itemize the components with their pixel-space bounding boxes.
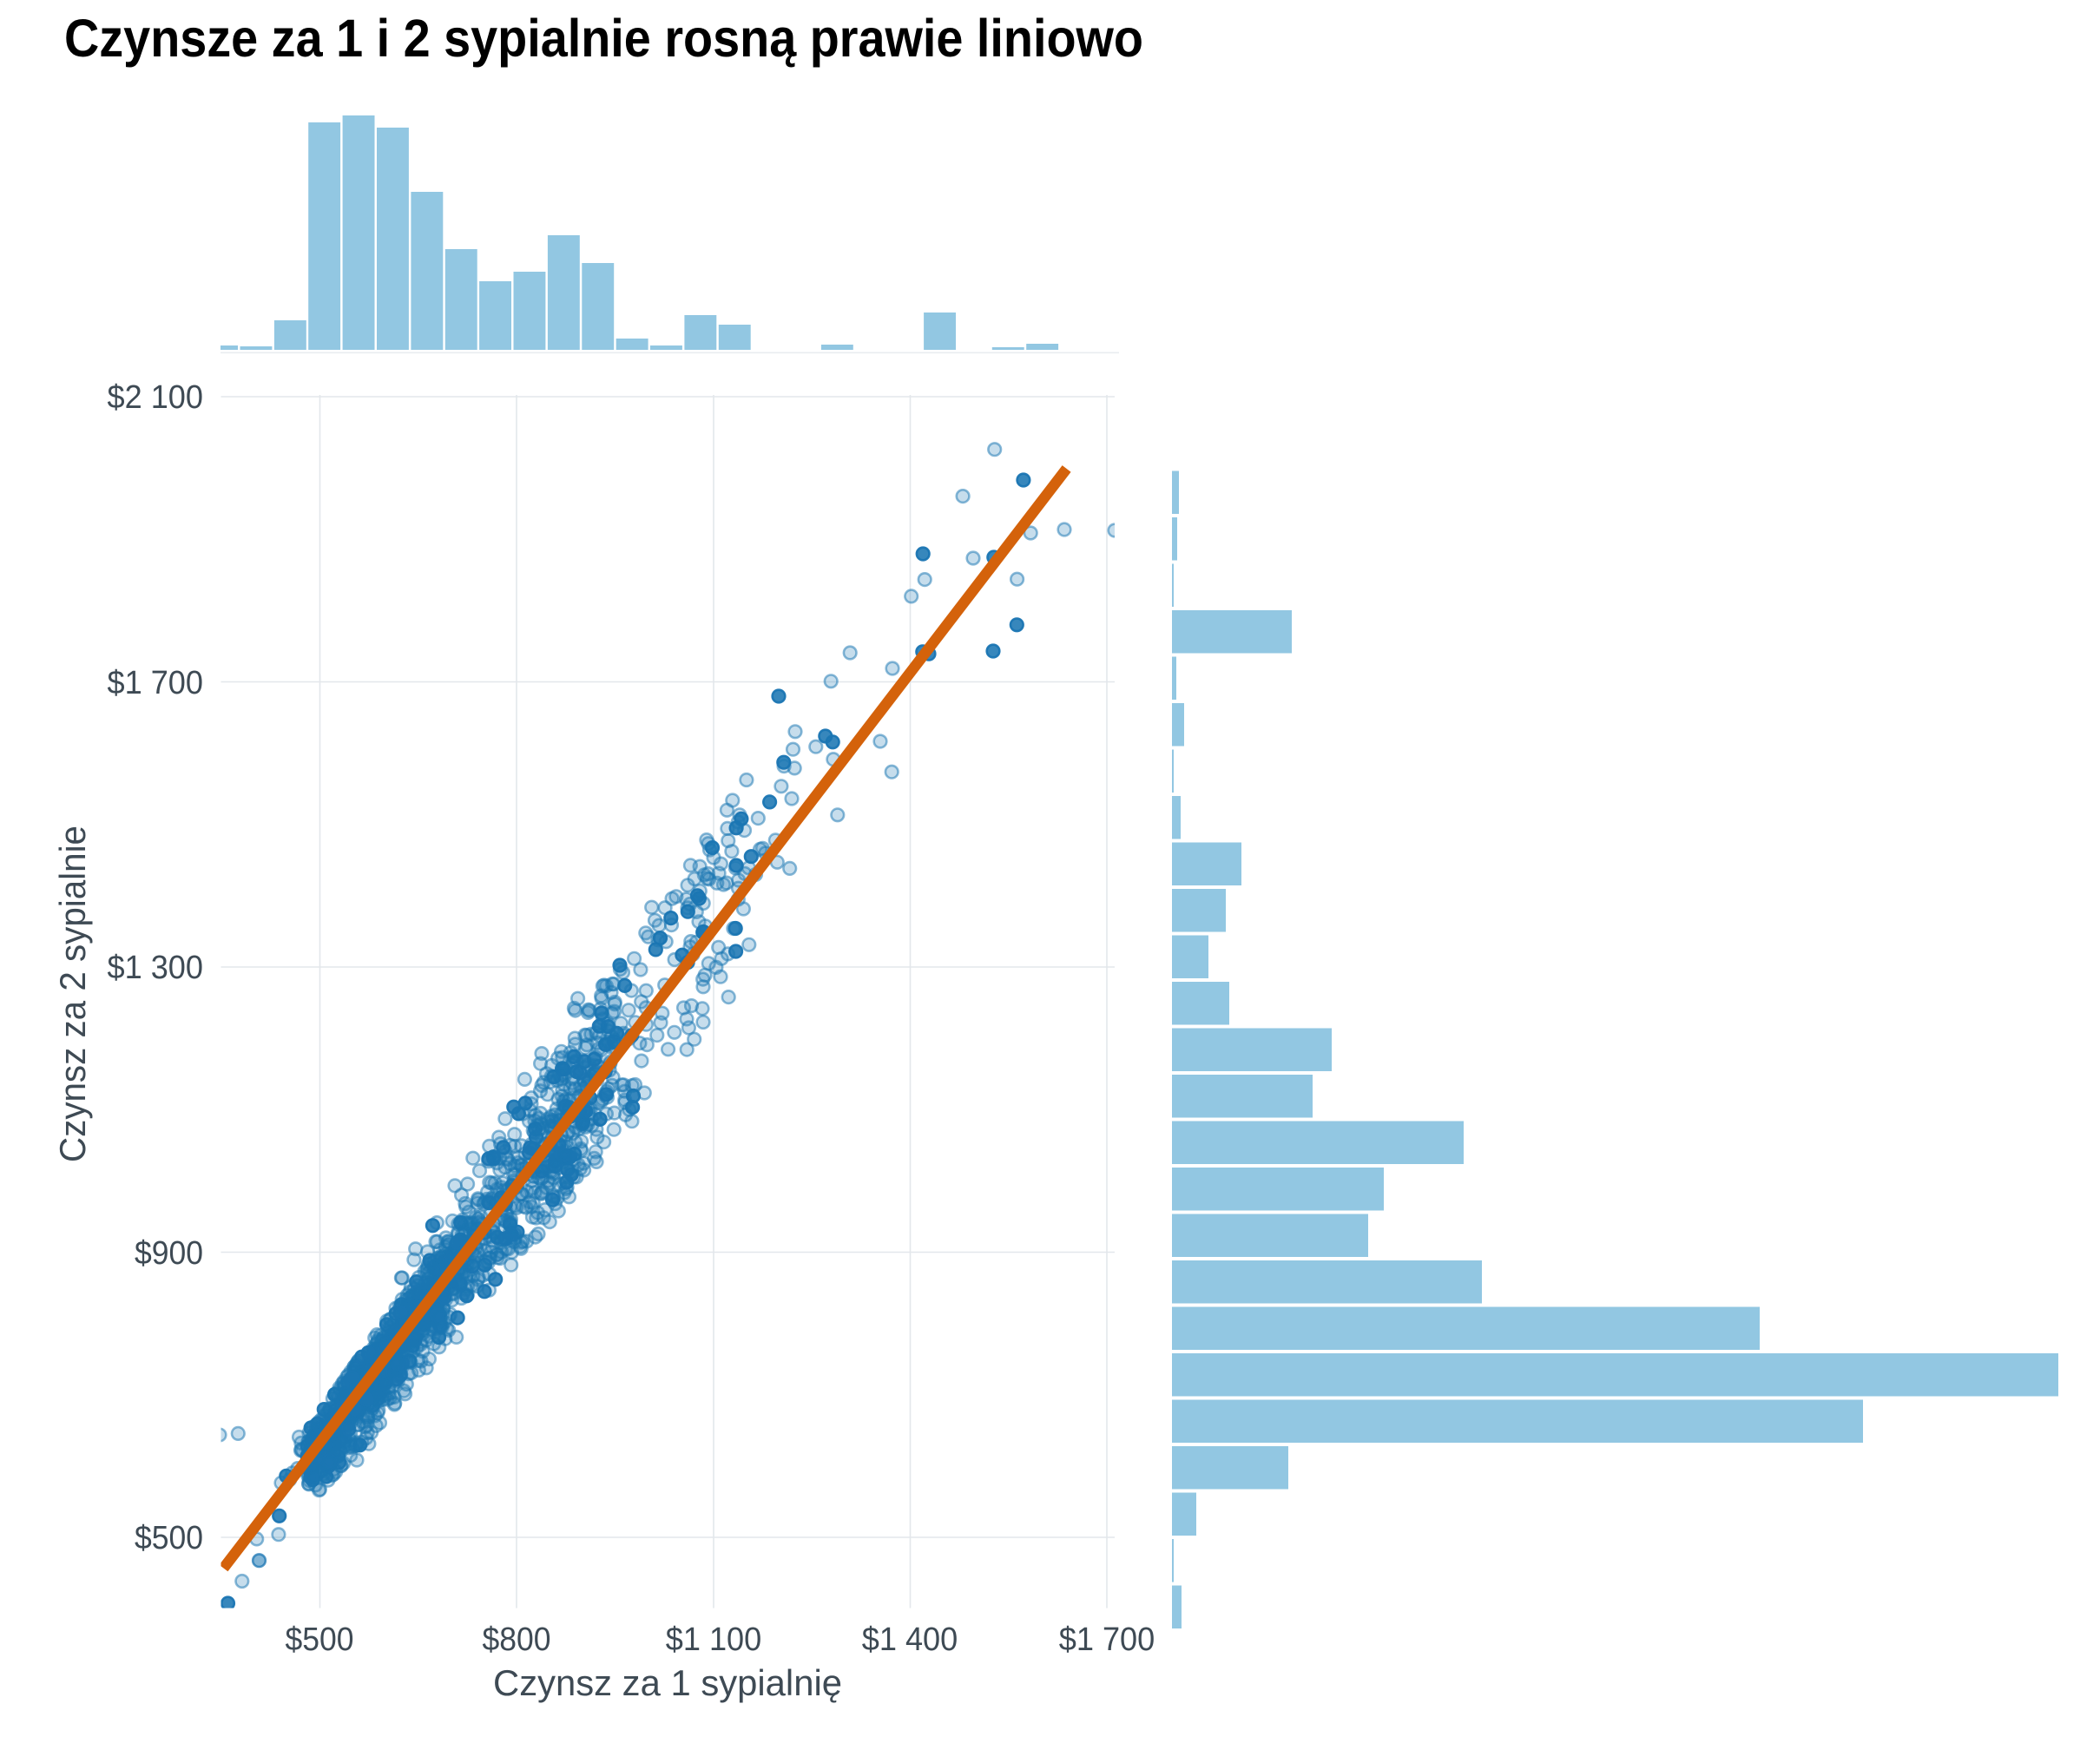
- svg-text:$900: $900: [135, 1235, 203, 1272]
- svg-text:$2 100: $2 100: [108, 379, 204, 416]
- svg-text:Czynsz za 1 sypialnię: Czynsz za 1 sypialnię: [493, 1662, 842, 1703]
- svg-text:$800: $800: [483, 1622, 551, 1658]
- svg-text:Czynsz za 2 sypialnie: Czynsz za 2 sypialnie: [52, 826, 93, 1162]
- svg-text:$1 400: $1 400: [862, 1622, 958, 1658]
- svg-text:Czynsze za 1 i 2 sypialnie ros: Czynsze za 1 i 2 sypialnie rosną prawie …: [64, 9, 1143, 68]
- svg-text:$500: $500: [135, 1520, 203, 1556]
- svg-text:$1 700: $1 700: [108, 665, 204, 701]
- svg-text:$1 100: $1 100: [666, 1622, 762, 1658]
- svg-text:$1 700: $1 700: [1059, 1622, 1155, 1658]
- svg-text:$500: $500: [286, 1622, 354, 1658]
- svg-text:$1 300: $1 300: [108, 950, 204, 986]
